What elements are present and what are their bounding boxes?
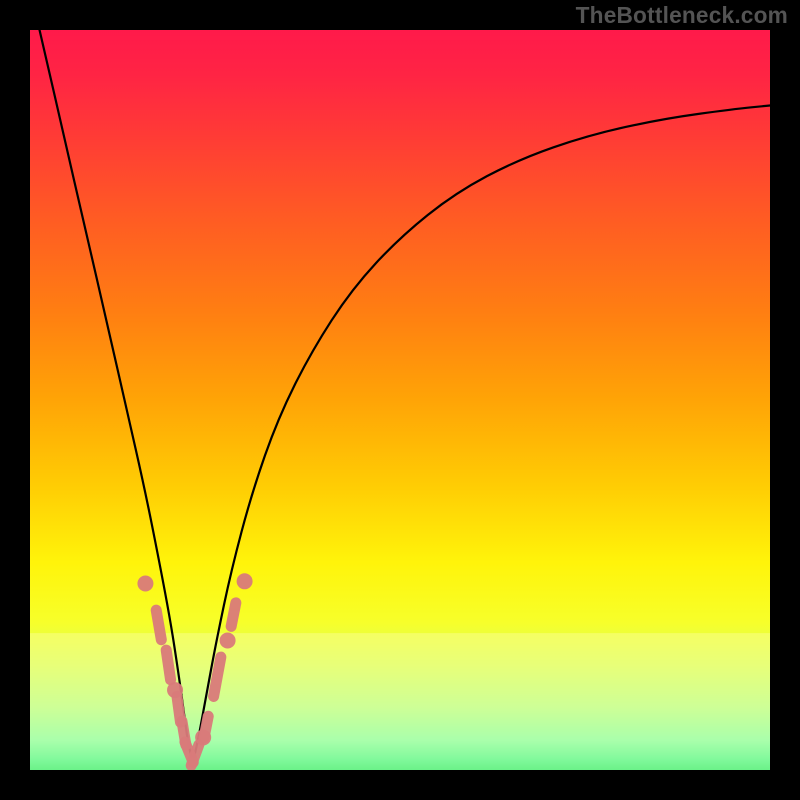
chart-svg [0, 0, 800, 800]
marker-pill [191, 745, 199, 766]
marker-circle [137, 576, 153, 592]
marker-pill [214, 657, 221, 696]
pale-band [30, 633, 770, 770]
bottleneck-figure: TheBottleneck.com [0, 0, 800, 800]
marker-pill [156, 610, 161, 640]
marker-pill [231, 603, 236, 627]
marker-circle [220, 633, 236, 649]
marker-pill [166, 650, 170, 680]
marker-circle [237, 573, 253, 589]
marker-pill [204, 716, 208, 738]
